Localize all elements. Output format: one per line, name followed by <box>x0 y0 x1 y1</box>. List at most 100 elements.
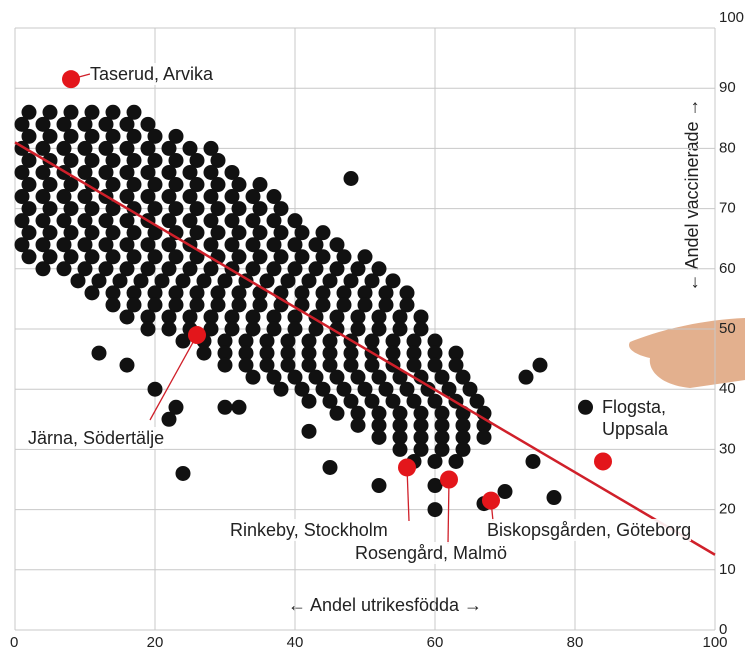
point <box>84 177 100 193</box>
y-tick-label: 20 <box>719 501 736 518</box>
point <box>448 345 464 361</box>
point <box>35 213 51 229</box>
point <box>455 369 471 385</box>
point <box>119 261 135 277</box>
point <box>84 152 100 168</box>
point <box>315 249 331 265</box>
point <box>21 104 37 120</box>
point <box>364 273 380 289</box>
point <box>287 369 303 385</box>
point <box>343 171 359 186</box>
point <box>14 164 30 180</box>
highlight-point <box>62 70 80 89</box>
point <box>329 369 345 385</box>
point <box>189 152 205 168</box>
point <box>98 140 114 156</box>
point <box>189 225 205 241</box>
point <box>21 177 37 193</box>
point <box>77 261 93 277</box>
point <box>210 177 226 193</box>
leader-line <box>149 334 198 421</box>
point <box>161 261 177 277</box>
point <box>350 309 366 325</box>
point <box>91 345 107 361</box>
point <box>119 116 135 132</box>
point <box>266 309 282 325</box>
highlight-point <box>188 326 206 345</box>
point <box>399 297 415 313</box>
point <box>343 357 359 373</box>
point <box>168 201 184 217</box>
point <box>105 249 121 265</box>
point <box>350 369 366 385</box>
point <box>413 321 429 337</box>
point <box>231 225 247 241</box>
highlight-point <box>594 452 612 471</box>
point <box>371 369 387 385</box>
point <box>168 177 184 193</box>
point <box>175 273 191 289</box>
point <box>84 128 100 144</box>
point <box>343 273 359 289</box>
point <box>308 369 324 385</box>
point <box>266 237 282 253</box>
point <box>161 213 177 229</box>
point <box>413 369 429 385</box>
point <box>21 128 37 144</box>
point <box>217 357 233 373</box>
point <box>294 225 310 241</box>
point <box>245 213 261 229</box>
point <box>217 333 233 349</box>
point <box>224 189 240 205</box>
point <box>455 441 471 457</box>
point <box>329 237 345 253</box>
point <box>315 225 331 241</box>
point <box>77 237 93 253</box>
point <box>35 140 51 156</box>
point <box>392 441 408 457</box>
point <box>329 261 345 277</box>
point <box>210 152 226 168</box>
point <box>147 225 163 241</box>
point <box>427 357 443 373</box>
x-tick-label: 40 <box>287 634 304 651</box>
point <box>392 321 408 337</box>
point <box>308 237 324 253</box>
point <box>301 273 317 289</box>
y-tick-label: 90 <box>719 79 736 96</box>
point <box>224 164 240 180</box>
point <box>63 201 79 217</box>
point <box>420 381 436 397</box>
point <box>245 237 261 253</box>
point <box>427 393 443 409</box>
point <box>154 273 170 289</box>
x-tick-label: 60 <box>427 634 444 651</box>
point <box>161 321 177 337</box>
point <box>203 213 219 229</box>
point <box>308 261 324 277</box>
point <box>70 273 86 289</box>
point <box>56 189 72 205</box>
point <box>301 423 317 439</box>
point <box>119 237 135 253</box>
point <box>217 345 233 361</box>
point <box>322 459 338 475</box>
point <box>126 177 142 193</box>
point <box>469 393 485 409</box>
highlight-label: Biskopsgården, Göteborg <box>487 519 692 541</box>
point <box>140 309 156 325</box>
point <box>21 249 37 265</box>
point <box>147 297 163 313</box>
point <box>336 249 352 265</box>
point <box>126 249 142 265</box>
point <box>210 285 226 301</box>
point <box>98 261 114 277</box>
point <box>434 441 450 457</box>
point <box>140 189 156 205</box>
point <box>224 213 240 229</box>
point <box>168 152 184 168</box>
point <box>336 285 352 301</box>
point <box>203 189 219 205</box>
point <box>56 261 72 277</box>
trend-line <box>14 141 716 556</box>
